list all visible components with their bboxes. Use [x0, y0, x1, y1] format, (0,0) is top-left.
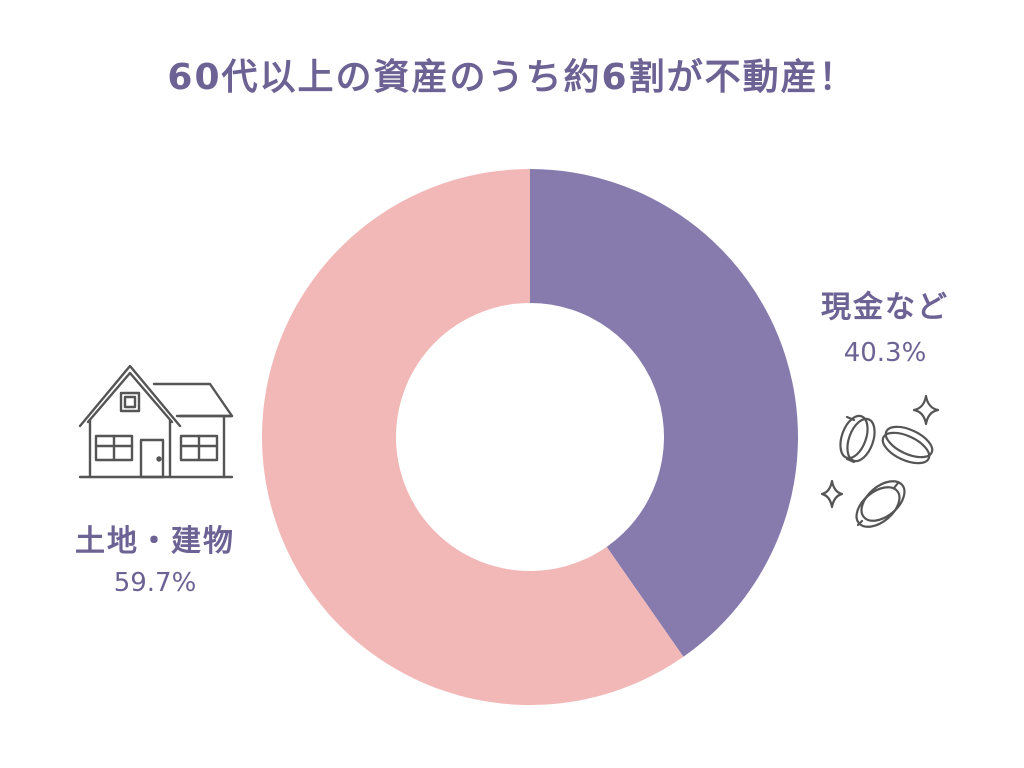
coins-icon — [820, 394, 940, 528]
chart-title: 60代以上の資産のうち約6割が不動産！ — [167, 57, 857, 98]
house-icon — [78, 364, 234, 479]
donut-slice-real-estate — [262, 169, 684, 705]
label-cash-name: 現金など — [821, 290, 949, 325]
label-real-estate-name: 土地・建物 — [75, 524, 235, 559]
label-real-estate-value: 59.7% — [113, 568, 197, 598]
donut-slice-cash — [530, 169, 798, 657]
label-cash-value: 40.3% — [843, 338, 927, 368]
